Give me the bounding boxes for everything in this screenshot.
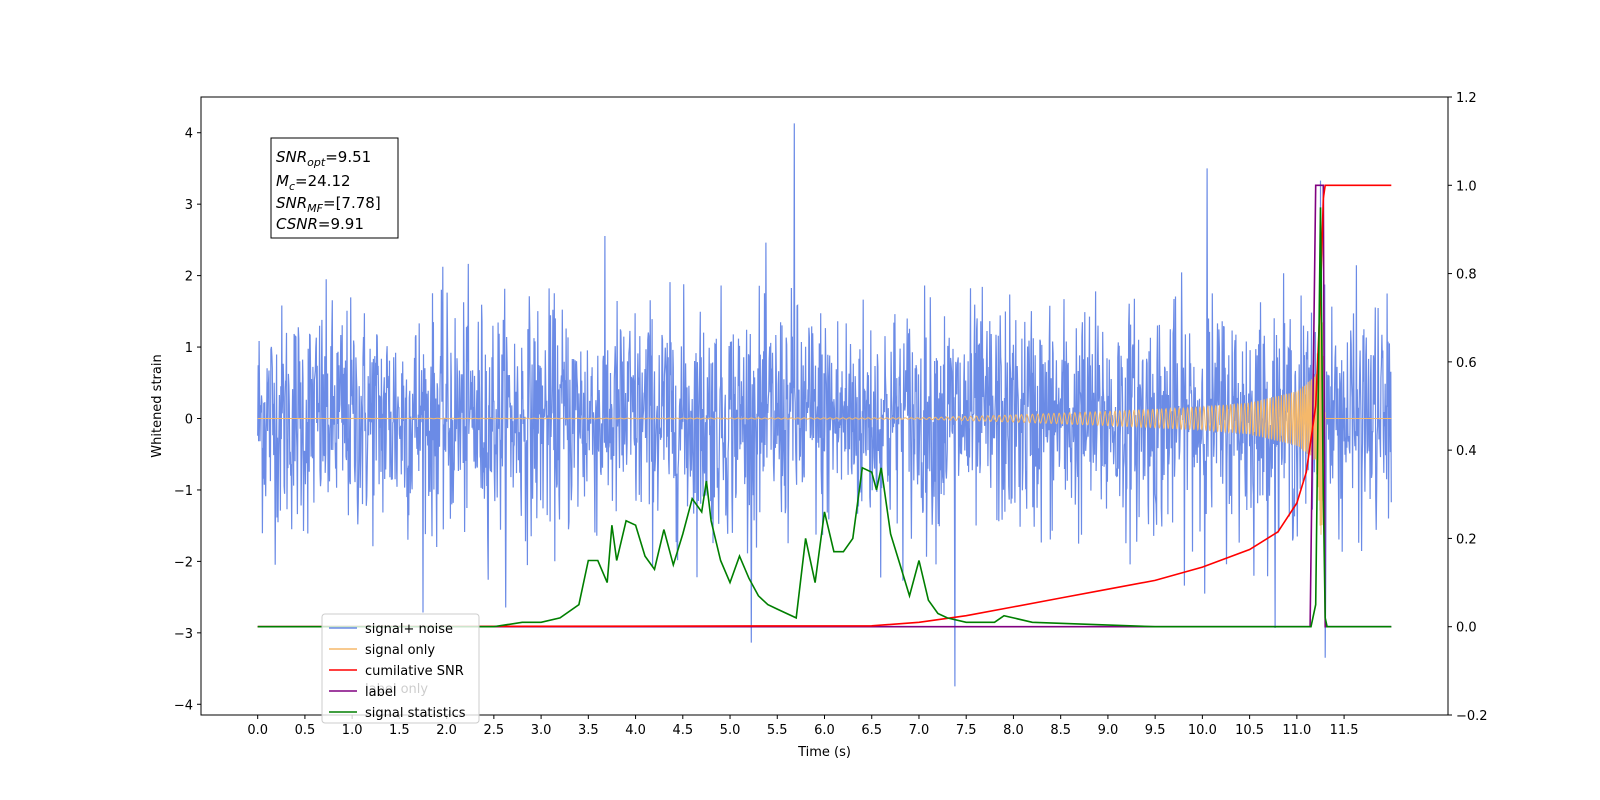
y2-tick-label: 1.2 [1456,91,1477,106]
legend-label: signal only [365,643,435,658]
x-tick-label: 3.0 [531,723,552,738]
y-tick-label: −3 [174,627,193,642]
legend-label: label [365,685,396,700]
x-tick-label: 7.0 [909,723,930,738]
x-tick-label: 0.5 [295,723,316,738]
legend-label: signal+ noise [365,622,453,637]
y-tick-label: 4 [185,127,193,142]
y2-tick-label: −0.2 [1456,709,1488,724]
x-tick-label: 11.5 [1330,723,1359,738]
annotation-snr-opt: SNRopt=9.51 [276,148,371,169]
x-tick-label: 10.0 [1188,723,1217,738]
annotation-box: SNRopt=9.51 Mc=24.12 SNRMF=[7.78] CSNR=9… [270,137,399,239]
x-tick-label: 3.5 [578,723,599,738]
x-tick-label: 5.0 [720,723,741,738]
annotation-csnr-value: =9.91 [318,215,364,233]
x-tick-label: 6.0 [814,723,835,738]
annotation-snr-mf: SNRMF=[7.78] [276,194,381,215]
legend-label: cumilative SNR [365,664,464,679]
y2-tick-label: 0.8 [1456,268,1477,283]
legend-hidden-text: label only [365,682,428,697]
annotation-snr-opt-base: SNR [276,148,307,166]
annotation-mc: Mc=24.12 [276,172,351,193]
y2-tick-label: 1.0 [1456,179,1477,194]
y2-tick-label: 0.6 [1456,356,1477,371]
annotation-snr-opt-sub: opt [307,156,326,169]
annotation-snr-mf-base: SNR [276,194,307,212]
x-tick-label: 8.5 [1050,723,1071,738]
x-tick-label: 9.0 [1098,723,1119,738]
annotation-mc-sub: c [289,180,295,193]
y-tick-label: 0 [185,413,193,428]
annotation-snr-opt-value: =9.51 [325,148,371,166]
x-tick-label: 5.5 [767,723,788,738]
x-tick-label: 4.0 [625,723,646,738]
annotation-snr-mf-sub: MF [307,202,323,215]
annotation-snr-mf-value: =[7.78] [323,194,381,212]
y-tick-label: 3 [185,198,193,213]
x-tick-label: 9.5 [1145,723,1166,738]
series-signal-statistics [257,207,1392,628]
y-tick-label: 2 [185,270,193,285]
x-tick-label: 6.5 [861,723,882,738]
x-tick-label: 7.5 [956,723,977,738]
x-tick-label: 11.0 [1282,723,1311,738]
y-axis-label: Whitened strain [150,354,165,457]
series-signal-only [257,306,1392,535]
axes-layer: 0.0 0.5 1.0 1.5 2.0 2.5 3.0 3.5 4.0 4.5 5.0 5.5 6.0 6… [174,91,1488,738]
legend: label only signal+ noise signal only cumil… [321,613,480,724]
x-axis-label: Time (s) [797,745,851,760]
x-tick-label: 2.0 [436,723,457,738]
series-signal-noise [257,123,1392,687]
y2-tick-label: 0.2 [1456,532,1477,547]
y-tick-label: −1 [174,484,193,499]
y-tick-label: −2 [174,555,193,570]
x-tick-label: 4.5 [672,723,693,738]
y2-tick-label: 0.0 [1456,621,1477,636]
y-tick-label: 1 [185,341,193,356]
annotation-mc-base: M [276,172,289,190]
x-tick-label: 8.0 [1003,723,1024,738]
legend-label: signal statistics [365,706,466,721]
x-tick-label: 0.0 [247,723,268,738]
y2-tick-label: 0.4 [1456,444,1477,459]
annotation-frame [270,137,399,239]
annotation-mc-value: =24.12 [295,172,351,190]
y-tick-label: −4 [174,698,193,713]
series-layer [257,123,1392,687]
x-tick-label: 1.0 [342,723,363,738]
annotation-csnr-base: CSNR [276,215,318,233]
annotation-csnr: CSNR=9.91 [276,215,364,233]
x-tick-label: 10.5 [1235,723,1264,738]
x-tick-label: 2.5 [484,723,505,738]
legend-frame [321,613,480,724]
x-tick-label: 1.5 [389,723,410,738]
